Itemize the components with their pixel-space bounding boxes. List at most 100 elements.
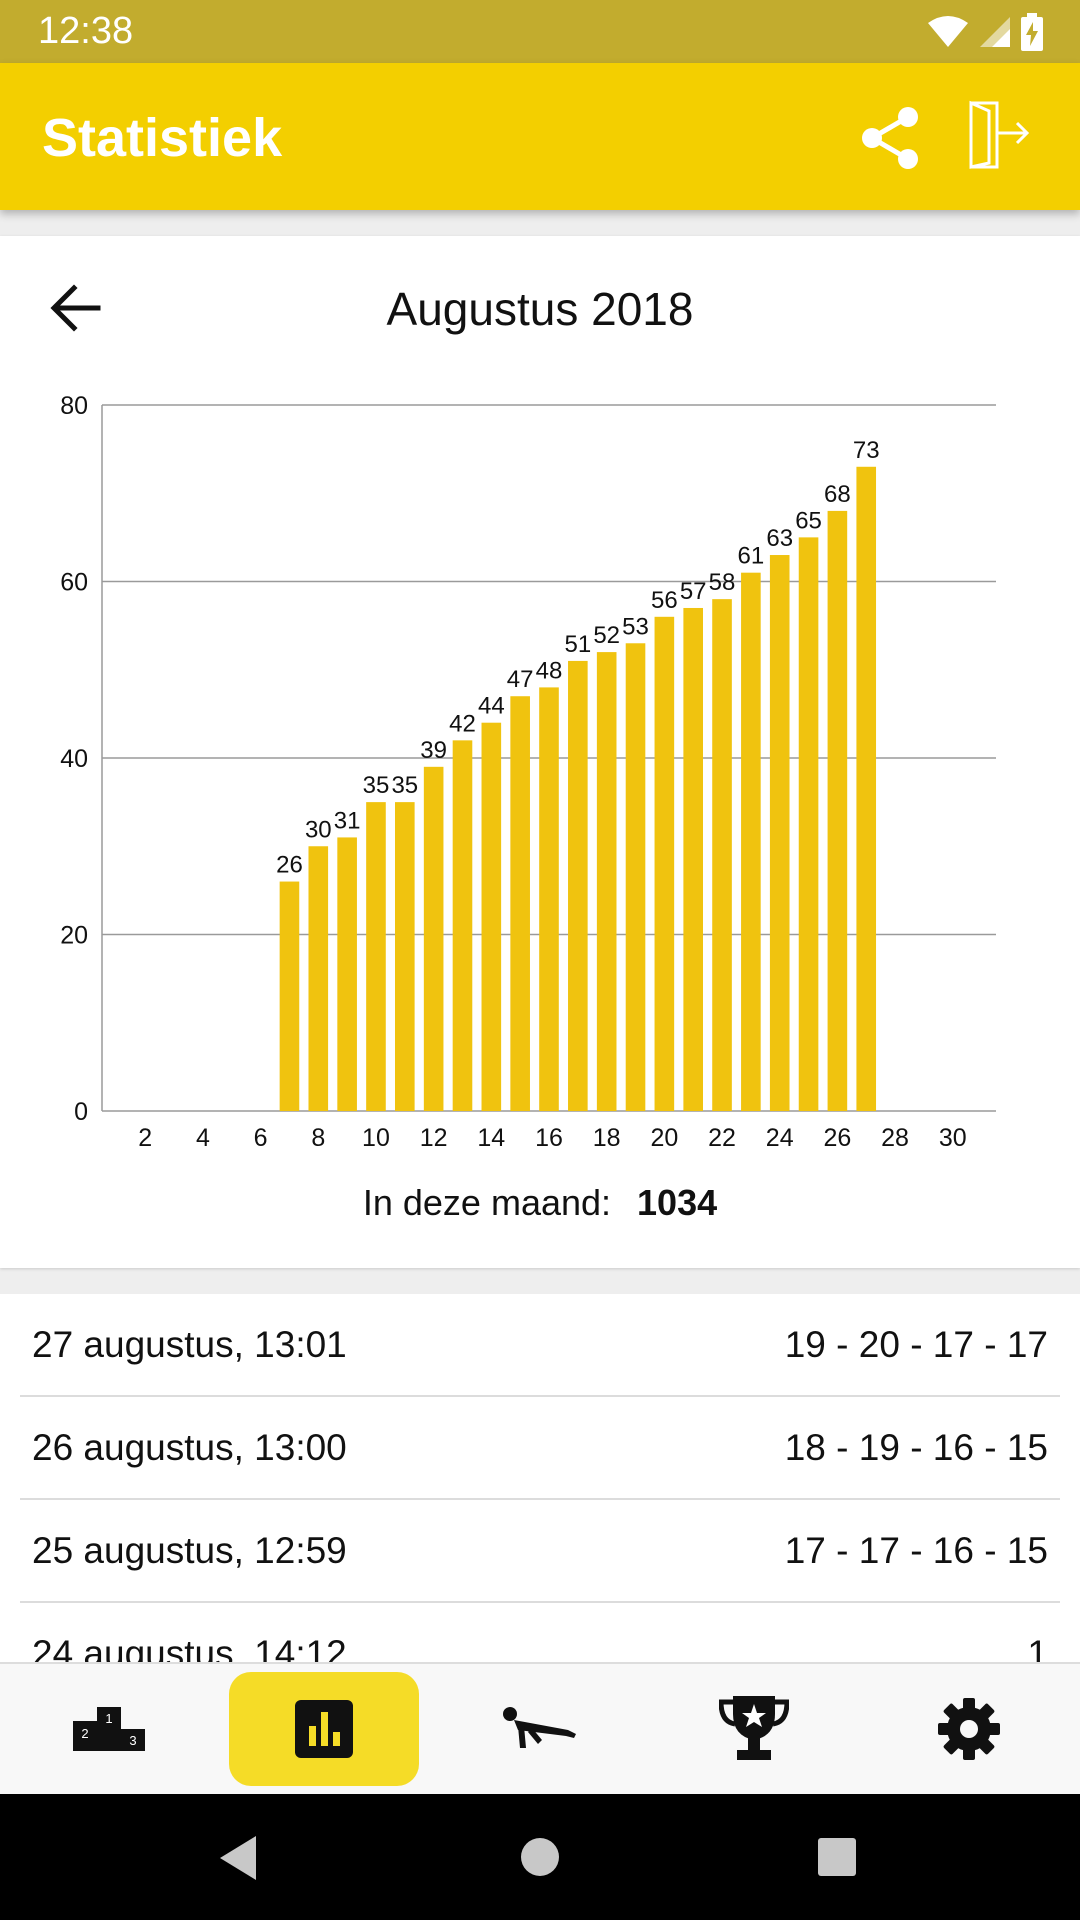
nav-settings[interactable] <box>874 1672 1064 1786</box>
y-tick-label: 20 <box>60 922 88 950</box>
bar <box>452 740 473 1111</box>
bar <box>423 766 444 1111</box>
bar <box>308 846 329 1111</box>
bar <box>683 607 703 1111</box>
x-tick-label: 4 <box>196 1124 210 1152</box>
status-icons <box>926 13 1044 51</box>
data-label: 52 <box>593 622 620 649</box>
x-tick-label: 28 <box>881 1124 909 1152</box>
bar <box>769 555 790 1111</box>
y-tick-label: 60 <box>60 569 88 597</box>
cell-signal-icon <box>980 17 1010 47</box>
data-label: 63 <box>766 525 793 552</box>
data-label: 44 <box>478 693 505 720</box>
wifi-icon <box>928 16 968 47</box>
x-tick-label: 12 <box>420 1124 448 1152</box>
list-item[interactable]: 25 augustus, 12:59 17 - 17 - 16 - 15 <box>20 1500 1060 1603</box>
session-list: 27 augustus, 13:01 19 - 20 - 17 - 17 26 … <box>0 1294 1080 1662</box>
svg-text:1: 1 <box>105 1711 112 1726</box>
session-date: 26 augustus, 13:00 <box>32 1427 347 1468</box>
nav-workout[interactable] <box>444 1672 634 1786</box>
x-tick-label: 16 <box>535 1124 563 1152</box>
x-tick-label: 24 <box>766 1124 794 1152</box>
data-label: 42 <box>449 710 476 737</box>
bar <box>337 837 357 1111</box>
month-total-value: 1034 <box>637 1182 718 1223</box>
data-label: 31 <box>334 807 361 834</box>
nav-achievements[interactable] <box>659 1672 849 1786</box>
data-label: 48 <box>536 657 563 684</box>
status-time: 12:38 <box>38 10 134 52</box>
data-label: 51 <box>564 631 591 658</box>
chart-card: Augustus 2018 0 20 40 60 80 2 4 6 8 10 12 14 16 18 20 2… <box>0 236 1080 1268</box>
session-date: 27 augustus, 13:01 <box>32 1324 347 1365</box>
exit-icon[interactable] <box>963 99 1035 171</box>
system-nav-bar <box>0 1794 1080 1920</box>
bar <box>827 510 848 1111</box>
session-date: 25 augustus, 12:59 <box>32 1530 347 1571</box>
list-item[interactable]: 26 augustus, 13:00 18 - 19 - 16 - 15 <box>20 1397 1060 1500</box>
bar <box>856 466 877 1111</box>
month-total-label: In deze maand: <box>362 1182 612 1223</box>
bar <box>568 660 588 1111</box>
app-bar: Statistiek <box>0 63 1080 210</box>
bar <box>366 802 386 1111</box>
list-item[interactable]: 27 augustus, 13:01 19 - 20 - 17 - 17 <box>20 1294 1060 1397</box>
data-label: 57 <box>680 578 707 605</box>
recents-square-icon[interactable] <box>817 1837 857 1877</box>
month-total: In deze maand: 1034 <box>0 1182 1080 1224</box>
x-tick-label: 14 <box>477 1124 505 1152</box>
x-tick-label: 26 <box>823 1124 851 1152</box>
battery-charging-icon <box>1021 13 1043 51</box>
x-tick-label: 6 <box>254 1124 268 1152</box>
app-title: Statistiek <box>42 108 283 168</box>
bar <box>596 652 617 1111</box>
svg-text:2: 2 <box>81 1726 88 1741</box>
nav-leaderboard[interactable]: 1 2 3 <box>14 1672 204 1786</box>
x-tick-label: 8 <box>311 1124 325 1152</box>
svg-text:3: 3 <box>129 1733 136 1748</box>
data-label: 30 <box>305 816 332 843</box>
bar-chart-icon <box>295 1700 353 1758</box>
share-icon[interactable] <box>858 105 924 171</box>
x-tick-label: 2 <box>138 1124 152 1152</box>
pushup-icon <box>503 1707 576 1748</box>
bar <box>510 696 530 1111</box>
y-tick-label: 0 <box>74 1098 88 1126</box>
trophy-icon <box>719 1696 789 1760</box>
session-reps: 1 <box>1027 1633 1048 1662</box>
data-label: 56 <box>651 587 678 614</box>
x-tick-label: 10 <box>362 1124 390 1152</box>
session-reps: 19 - 20 - 17 - 17 <box>784 1324 1048 1365</box>
bar <box>539 687 559 1111</box>
data-label: 39 <box>420 737 447 764</box>
session-reps: 18 - 19 - 16 - 15 <box>784 1427 1048 1468</box>
settings-gear-icon <box>938 1698 1000 1760</box>
month-title: Augustus 2018 <box>386 283 694 335</box>
bottom-nav: 1 2 3 <box>0 1662 1080 1794</box>
back-arrow-icon[interactable] <box>46 278 106 338</box>
list-item[interactable]: 24 augustus, 14:12 1 <box>20 1603 1060 1662</box>
status-bar: 12:38 <box>0 0 1080 63</box>
y-tick-label: 80 <box>60 392 88 420</box>
back-triangle-icon[interactable] <box>216 1834 260 1882</box>
session-date: 24 augustus, 14:12 <box>32 1633 347 1662</box>
podium-icon: 1 2 3 <box>73 1707 145 1751</box>
bar <box>395 802 415 1111</box>
bar <box>741 572 761 1111</box>
data-label: 35 <box>391 772 418 799</box>
bar <box>481 722 502 1111</box>
session-reps: 17 - 17 - 16 - 15 <box>784 1530 1048 1571</box>
bar <box>798 537 819 1111</box>
x-tick-label: 18 <box>593 1124 621 1152</box>
data-label: 26 <box>276 852 303 879</box>
bar <box>279 881 300 1111</box>
home-circle-icon[interactable] <box>519 1836 561 1878</box>
data-label: 68 <box>824 481 851 508</box>
data-label: 65 <box>795 507 822 534</box>
data-label: 58 <box>709 569 736 596</box>
bar <box>712 599 732 1111</box>
x-tick-label: 30 <box>939 1124 967 1152</box>
nav-statistics[interactable] <box>229 1672 419 1786</box>
